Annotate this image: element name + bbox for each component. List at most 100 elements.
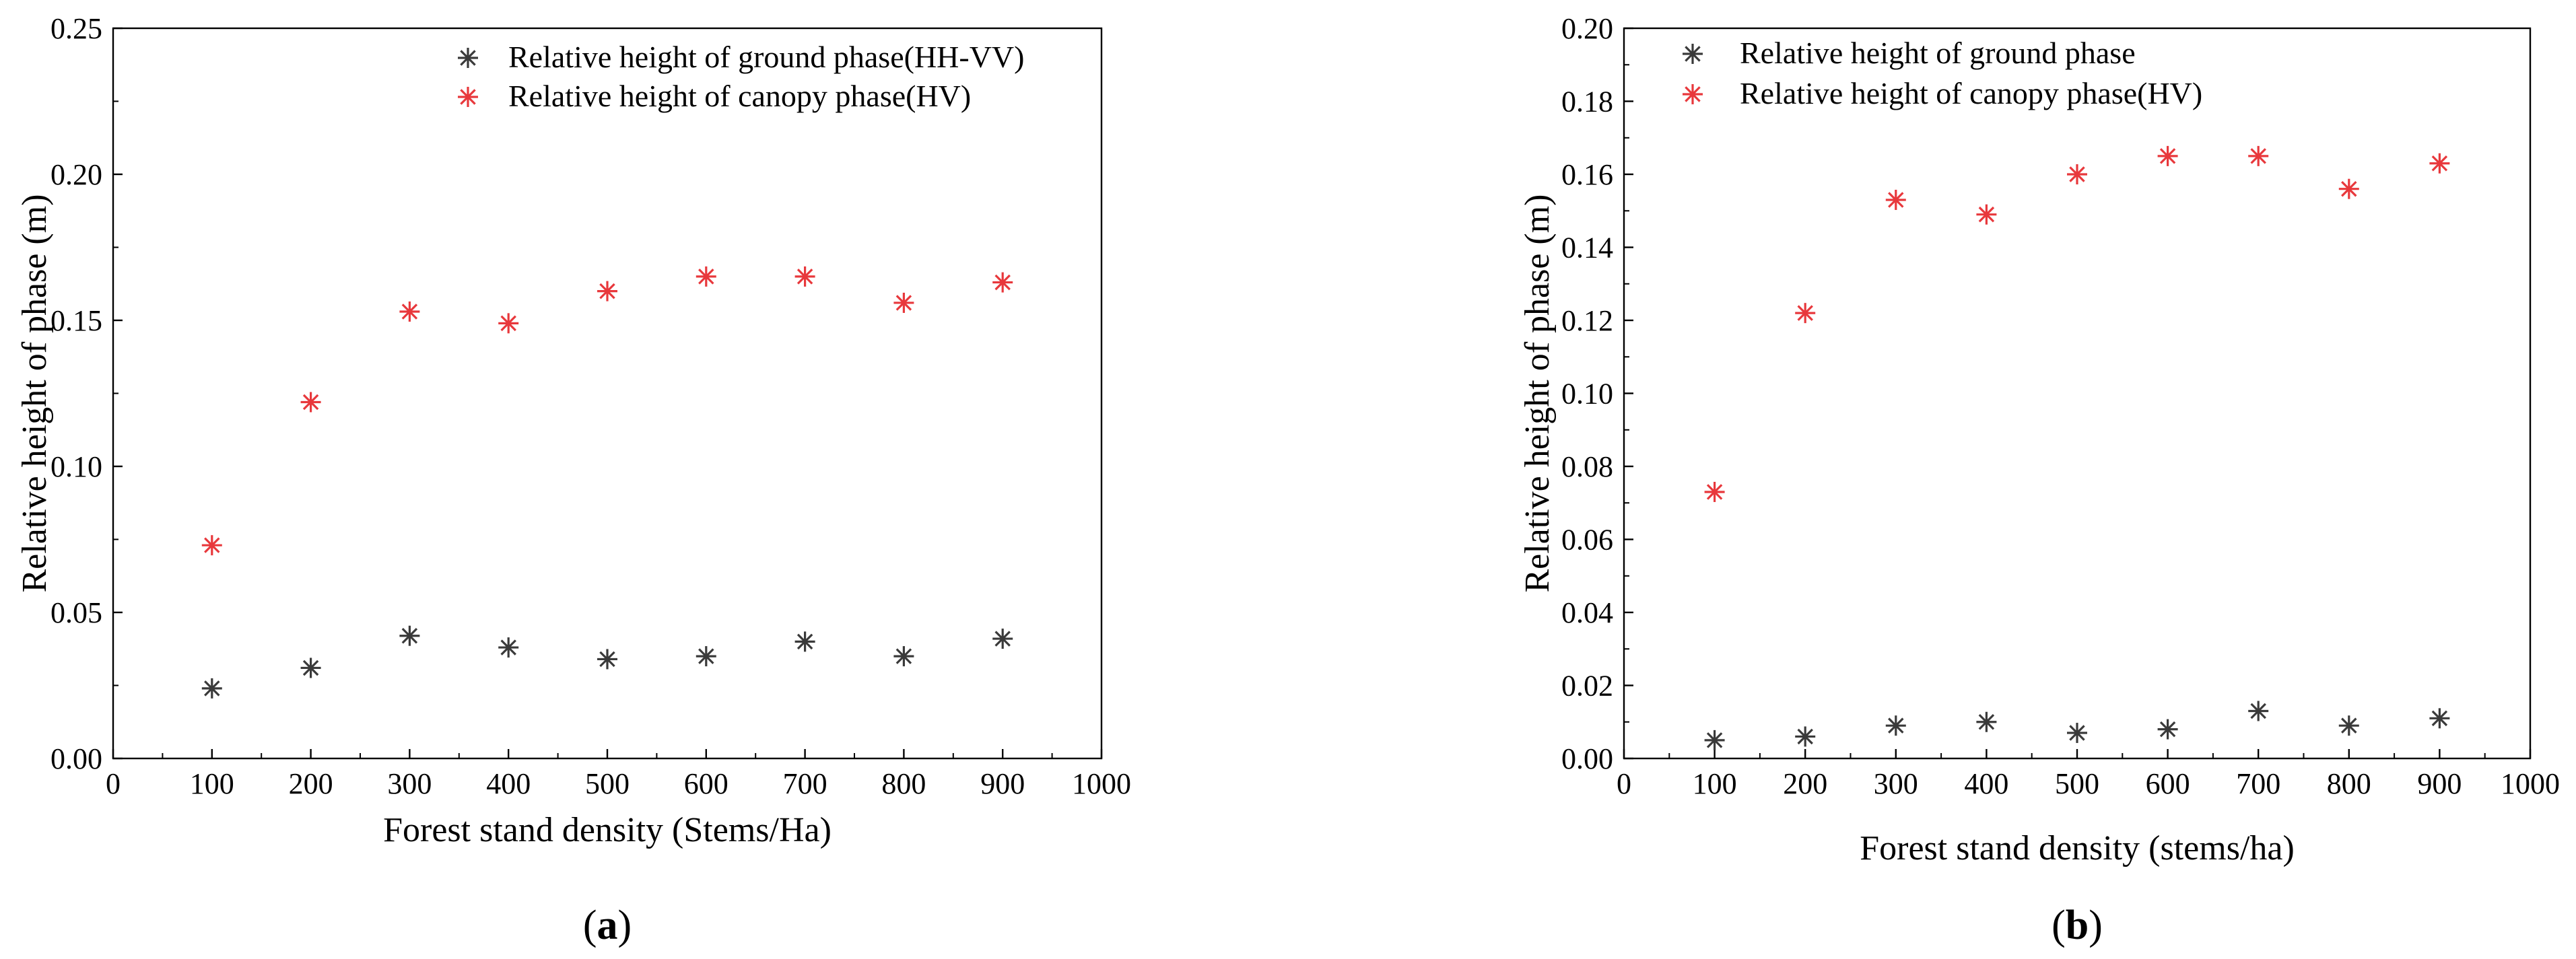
x-tick-label: 1000: [2501, 767, 2560, 800]
y-tick-label: 0.16: [1561, 158, 1613, 191]
y-axis-label: Relative height of phase (m): [15, 194, 54, 592]
panel-label-letter: b: [2066, 902, 2089, 948]
legend-marker: [1683, 44, 1703, 64]
x-tick-label: 400: [486, 767, 531, 800]
y-tick-label: 0.02: [1561, 670, 1613, 703]
data-point: [893, 646, 914, 667]
data-point: [696, 646, 716, 667]
data-point: [992, 272, 1013, 293]
series-ground-phase: [201, 625, 1013, 699]
data-point: [300, 392, 321, 413]
data-point: [2248, 701, 2269, 721]
data-point: [201, 535, 222, 556]
chart-panel-a: 0 100 200 300 400 500 600 700 800 900 1000 0.00 0.05…: [15, 12, 1131, 948]
plot-frame: [1623, 27, 2532, 760]
y-tick-label: 0.14: [1561, 232, 1613, 264]
y-tick-label: 0.05: [50, 596, 102, 629]
x-tick-label: 400: [1964, 767, 2008, 800]
data-point: [992, 629, 1013, 649]
legend-label: Relative height of ground phase: [1740, 36, 2136, 70]
y-axis-label: Relative height of phase (m): [1518, 194, 1557, 592]
data-point: [597, 281, 617, 301]
panel-label: (b): [2052, 902, 2103, 948]
x-axis-label: Forest stand density (Stems/Ha): [383, 811, 832, 849]
y-tick-label: 0.15: [50, 304, 102, 337]
x-tick-label: 100: [1693, 767, 1737, 800]
data-point: [2157, 145, 2178, 166]
x-tick-label: 900: [2417, 767, 2462, 800]
legend-marker: [1683, 84, 1703, 104]
y-tick-label: 0.20: [1561, 12, 1613, 45]
legend-label: Relative height of canopy phase(HV): [1740, 76, 2202, 110]
data-point: [498, 313, 519, 334]
x-tick-label: 300: [1874, 767, 1918, 800]
y-tick-label: 0.06: [1561, 524, 1613, 557]
y-tick-label: 0.08: [1561, 450, 1613, 483]
x-axis-label: Forest stand density (stems/ha): [1860, 829, 2295, 867]
data-point: [794, 266, 815, 287]
data-point: [597, 649, 617, 670]
x-tick-label: 0: [106, 767, 121, 800]
x-tick-label: 200: [289, 767, 333, 800]
data-point: [2338, 178, 2359, 199]
y-tick-label: 0.18: [1561, 85, 1613, 118]
x-tick-label: 800: [881, 767, 926, 800]
legend-marker: [458, 48, 478, 68]
data-point: [1885, 715, 1906, 736]
data-point: [2338, 715, 2359, 736]
y-tick-label: 0.25: [50, 12, 102, 45]
plot-frame: [112, 27, 1103, 760]
chart-panel-b: 0 100 200 300 400 500 600 700 800 900 1000 0.00 0.02…: [1518, 12, 2560, 948]
y-tick-label: 0.04: [1561, 596, 1613, 629]
x-tick-label: 900: [980, 767, 1025, 800]
data-point: [1704, 481, 1725, 502]
x-tick-label: 500: [2055, 767, 2099, 800]
data-point: [2429, 153, 2450, 174]
data-point: [2157, 719, 2178, 740]
data-point: [696, 266, 716, 287]
x-tick-label: 700: [783, 767, 827, 800]
panel-label: (a): [583, 902, 632, 948]
data-point: [1795, 726, 1816, 747]
series-ground-phase: [1704, 701, 2450, 750]
data-point: [2429, 708, 2450, 729]
x-tick-label: 200: [1783, 767, 1827, 800]
data-point: [1704, 730, 1725, 750]
y-tick-label: 0.00: [50, 742, 102, 775]
legend-label: Relative height of ground phase(HH-VV): [508, 40, 1024, 74]
data-point: [794, 631, 815, 652]
data-point: [2067, 164, 2087, 184]
x-tick-label: 600: [2146, 767, 2190, 800]
x-tick-label: 500: [585, 767, 630, 800]
data-point: [1976, 711, 1997, 732]
data-point: [300, 658, 321, 678]
x-tick-label: 600: [684, 767, 728, 800]
data-point: [399, 301, 420, 322]
x-tick-label: 300: [387, 767, 432, 800]
data-point: [399, 625, 420, 646]
data-point: [2248, 145, 2269, 166]
legend-label: Relative height of canopy phase(HV): [508, 79, 971, 113]
data-point: [1976, 204, 1997, 225]
data-point: [498, 637, 519, 658]
x-tick-label: 0: [1617, 767, 1631, 800]
y-tick-label: 0.10: [50, 450, 102, 483]
panel-label-letter: a: [597, 902, 618, 948]
y-tick-label: 0.20: [50, 158, 102, 191]
legend-marker: [458, 87, 478, 107]
data-point: [201, 678, 222, 699]
data-point: [1795, 303, 1816, 324]
x-tick-label: 700: [2236, 767, 2280, 800]
x-tick-label: 1000: [1072, 767, 1131, 800]
series-canopy-phase: [1704, 145, 2450, 502]
y-tick-label: 0.12: [1561, 304, 1613, 337]
y-tick-label: 0.10: [1561, 378, 1613, 411]
data-point: [893, 292, 914, 313]
series-canopy-phase: [201, 266, 1013, 556]
data-point: [1885, 189, 1906, 210]
y-tick-label: 0.00: [1561, 742, 1613, 775]
x-tick-label: 100: [190, 767, 234, 800]
data-point: [2067, 723, 2087, 744]
x-tick-label: 800: [2327, 767, 2371, 800]
